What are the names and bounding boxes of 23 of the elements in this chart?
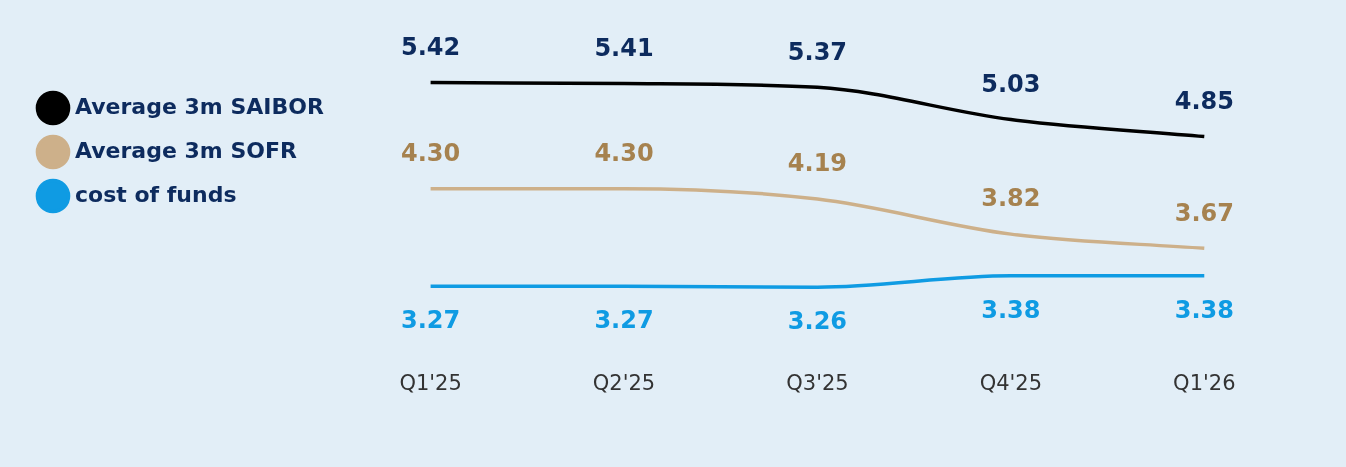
data-label: 3.82 [981,184,1041,213]
data-label: 4.30 [594,138,654,167]
x-tick-label: Q2'25 [592,370,656,395]
x-tick-label: Q4'25 [979,370,1043,395]
data-label: 3.38 [1174,296,1234,325]
data-label: 4.85 [1174,86,1234,115]
legend-label: cost of funds [75,181,237,207]
x-tick-label: Q1'25 [399,370,462,395]
data-label: 3.38 [981,296,1041,325]
data-label: 5.42 [400,32,461,61]
data-label: 3.26 [787,307,848,336]
data-label: 5.37 [787,37,848,66]
x-tick-label: Q1'26 [1173,370,1236,395]
data-label: 3.27 [400,306,461,335]
data-label: 5.03 [981,69,1041,98]
data-label: 3.67 [1174,198,1234,227]
data-label: 4.30 [400,138,461,167]
legend-label: Average 3m SOFR [75,137,297,163]
data-label: 4.19 [787,149,848,178]
data-label: 3.27 [594,306,654,335]
x-tick-label: Q3'25 [786,370,849,395]
legend-label: Average 3m SAIBOR [75,93,324,119]
data-label: 5.41 [594,33,654,62]
